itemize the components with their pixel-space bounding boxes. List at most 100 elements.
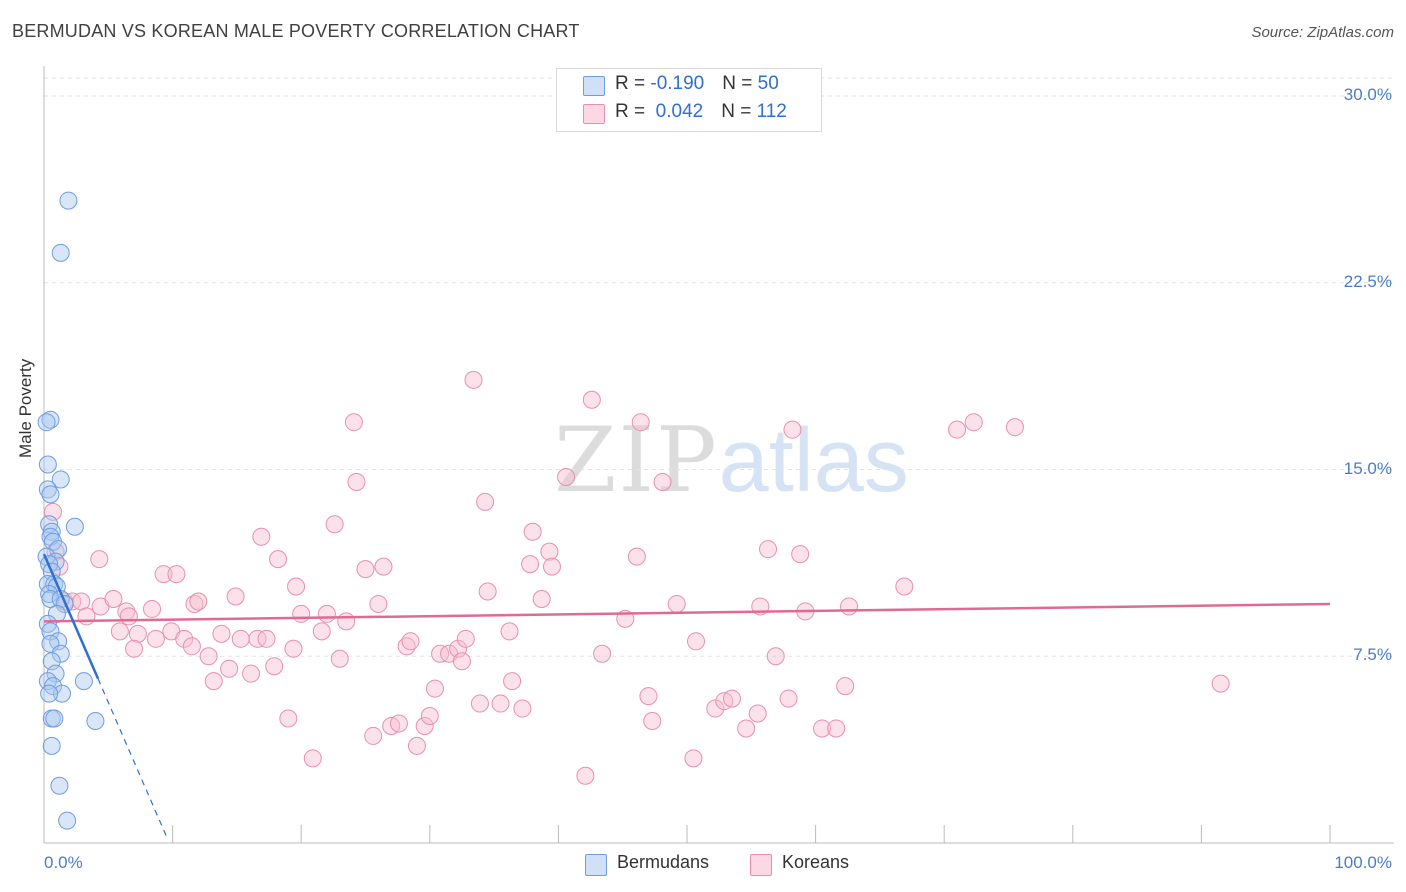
korean-point-39 (292, 604, 311, 623)
y-tick-label-2: 22.5% (1343, 271, 1392, 291)
korean-point-93 (723, 689, 742, 708)
y-tick-label-0: 7.5% (1353, 645, 1392, 665)
korean-point-58 (420, 707, 439, 726)
bermudan-point-3 (37, 413, 56, 432)
series-bermudans (37, 191, 105, 830)
korean-point-14 (125, 639, 144, 658)
korean-point-12 (119, 607, 138, 626)
bermudan-point-40 (86, 711, 105, 730)
bermudan-point-42 (50, 776, 69, 795)
korean-point-103 (813, 719, 832, 738)
r-value-bermudans: -0.190 (650, 73, 705, 94)
stats-box: R = -0.190 N = 50 R = 0.042 N = 112 (556, 68, 822, 132)
korean-point-89 (684, 749, 703, 768)
y-tick-label-1: 15.0% (1343, 458, 1392, 478)
korean-point-110 (1005, 418, 1024, 437)
n-value-bermudans: 50 (757, 73, 779, 94)
axes (43, 66, 1394, 844)
korean-point-6 (77, 607, 96, 626)
korean-point-36 (279, 709, 298, 728)
korean-point-90 (687, 632, 706, 651)
korean-point-15 (143, 599, 162, 618)
korean-point-26 (212, 624, 231, 643)
r-value-koreans: 0.042 (650, 101, 704, 122)
korean-point-73 (523, 522, 542, 541)
bermudan-point-22 (41, 589, 60, 608)
y-tick-label-3: 30.0% (1343, 85, 1392, 104)
trend-line-koreans (43, 602, 1331, 623)
bermudan-point-30 (51, 644, 70, 663)
bermudan-point-5 (51, 470, 70, 489)
korean-point-99 (779, 689, 798, 708)
korean-point-94 (737, 719, 756, 738)
korean-point-28 (226, 587, 245, 606)
korean-point-111 (1211, 674, 1230, 693)
korean-point-35 (269, 550, 288, 569)
x-tick-label-max: 100.0% (1334, 853, 1392, 872)
korean-point-24 (199, 647, 218, 666)
bermudan-point-1 (51, 243, 70, 262)
korean-point-66 (470, 694, 489, 713)
bermudan-point-4 (38, 455, 57, 474)
korean-point-29 (231, 629, 250, 648)
korean-point-45 (337, 612, 356, 631)
korean-point-84 (631, 413, 650, 432)
bermudan-point-6 (38, 480, 57, 499)
korean-point-87 (653, 472, 672, 491)
korean-point-18 (167, 565, 186, 584)
korean-point-51 (374, 557, 393, 576)
korean-point-59 (425, 679, 444, 698)
korean-point-105 (836, 677, 855, 696)
trend-lines (42, 553, 1331, 839)
korean-point-83 (627, 547, 646, 566)
trend-line-bermudans (42, 553, 100, 680)
korean-point-43 (325, 515, 344, 534)
legend-label-koreans: Koreans (782, 852, 850, 872)
trend-line-bermudans-extension (97, 678, 169, 839)
korean-point-20 (175, 629, 194, 648)
series-koreans (44, 370, 1230, 785)
bermudan-point-34 (74, 672, 93, 691)
korean-point-9 (104, 589, 123, 608)
legend: Bermudans Koreans (0, 852, 1406, 878)
korean-point-71 (503, 672, 522, 691)
korean-point-69 (491, 694, 510, 713)
korean-point-17 (154, 565, 173, 584)
korean-point-55 (401, 632, 420, 651)
korean-point-74 (521, 555, 540, 574)
korean-point-75 (532, 589, 551, 608)
bermudan-point-7 (41, 485, 60, 504)
korean-point-30 (242, 664, 261, 683)
korean-point-42 (317, 604, 336, 623)
legend-swatch-koreans (750, 854, 772, 876)
korean-point-37 (284, 639, 303, 658)
korean-point-49 (364, 726, 383, 745)
korean-point-106 (840, 597, 859, 616)
korean-point-44 (330, 649, 349, 668)
korean-point-41 (312, 622, 331, 641)
bermudan-point-39 (45, 709, 64, 728)
korean-point-100 (783, 420, 802, 439)
korean-point-104 (827, 719, 846, 738)
korean-point-80 (582, 390, 601, 409)
korean-point-68 (478, 582, 497, 601)
korean-point-64 (456, 629, 475, 648)
chart-title: BERMUDAN VS KOREAN MALE POVERTY CORRELAT… (12, 21, 580, 41)
legend-swatch-bermudans (585, 854, 607, 876)
korean-point-48 (356, 560, 375, 579)
korean-point-25 (204, 672, 223, 691)
korean-point-109 (964, 413, 983, 432)
bermudan-point-37 (40, 684, 59, 703)
korean-point-97 (759, 540, 778, 559)
x-tick-label-min: 0.0% (44, 853, 83, 872)
korean-point-60 (431, 644, 450, 663)
korean-point-85 (639, 687, 658, 706)
korean-point-33 (257, 629, 276, 648)
korean-point-46 (344, 413, 363, 432)
korean-point-53 (389, 714, 408, 733)
korean-point-21 (182, 637, 201, 656)
watermark-zip: ZIP (554, 408, 719, 513)
korean-point-81 (593, 644, 612, 663)
korean-point-7 (90, 550, 109, 569)
